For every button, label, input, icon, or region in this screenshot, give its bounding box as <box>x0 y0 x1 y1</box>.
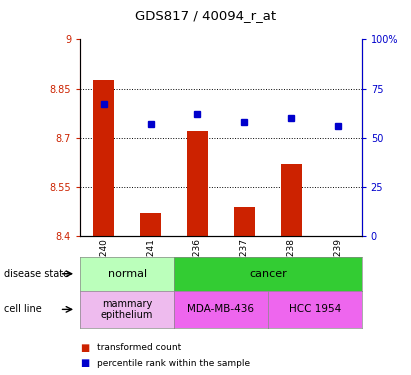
Bar <box>187 131 208 236</box>
Text: MDA-MB-436: MDA-MB-436 <box>187 304 254 314</box>
Text: normal: normal <box>108 269 147 279</box>
Bar <box>93 80 114 236</box>
Text: disease state: disease state <box>4 269 69 279</box>
Text: transformed count: transformed count <box>97 344 181 352</box>
Bar <box>234 207 255 236</box>
Text: HCC 1954: HCC 1954 <box>289 304 341 314</box>
Text: percentile rank within the sample: percentile rank within the sample <box>97 358 250 368</box>
Text: ■: ■ <box>80 358 90 368</box>
Bar <box>281 164 302 236</box>
Bar <box>140 213 161 236</box>
Text: ■: ■ <box>80 343 90 353</box>
Text: cancer: cancer <box>249 269 287 279</box>
Text: mammary
epithelium: mammary epithelium <box>101 298 153 320</box>
Text: GDS817 / 40094_r_at: GDS817 / 40094_r_at <box>135 9 276 22</box>
Text: cell line: cell line <box>4 304 42 314</box>
